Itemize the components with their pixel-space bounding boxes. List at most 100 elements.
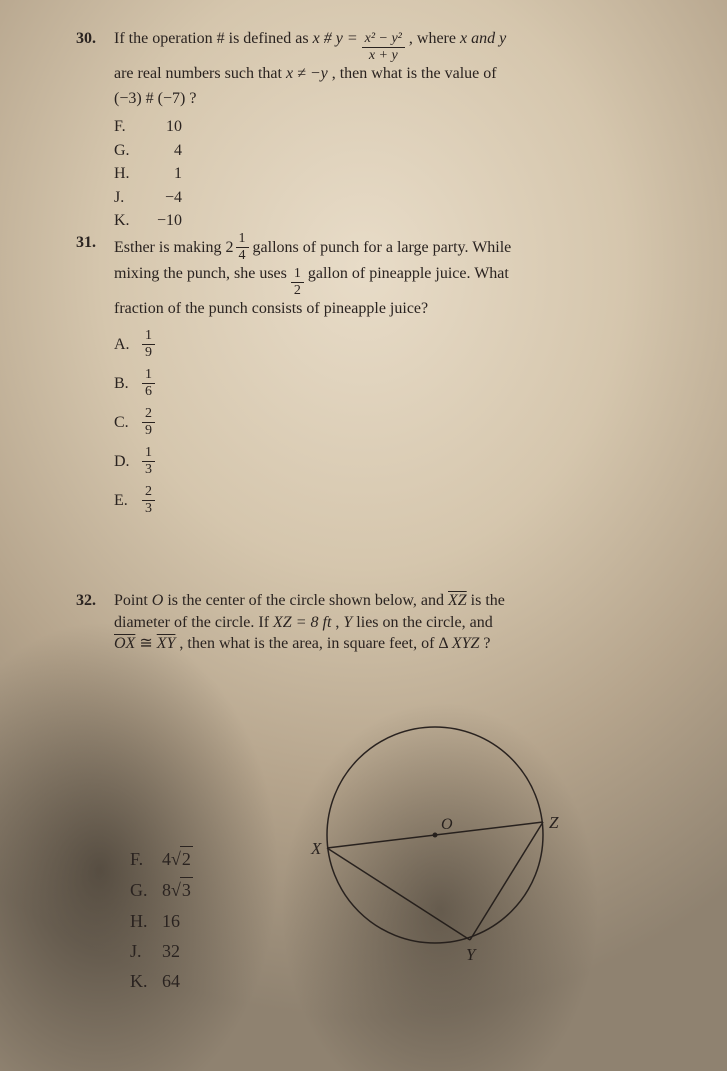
coefficient: 4 <box>162 847 171 871</box>
mixed-fraction: 1 4 <box>236 232 249 263</box>
answer-choice[interactable]: G.4 <box>114 140 506 162</box>
question-body: Esther is making 2 1 4 gallons of punch … <box>114 232 511 524</box>
stem-text: are real numbers such that <box>114 65 286 82</box>
frac-denominator: 2 <box>291 283 304 298</box>
question-body: Point O is the center of the circle show… <box>114 590 505 655</box>
vars: x and y <box>460 30 506 47</box>
answer-choice[interactable]: K.−10 <box>114 210 506 232</box>
question-30: 30. If the operation # is defined as x #… <box>76 28 506 234</box>
choice-letter: C. <box>114 412 142 434</box>
expr-lhs: x # y = <box>313 30 358 47</box>
stem-text: , where <box>409 30 460 47</box>
frac-denominator: 6 <box>142 384 155 399</box>
choice-letter: E. <box>114 490 142 512</box>
answer-choice[interactable]: B.16 <box>114 368 511 399</box>
choice-letter: J. <box>130 939 162 963</box>
frac-numerator: 1 <box>142 329 155 345</box>
choice-letter: H. <box>130 909 162 933</box>
answer-choice[interactable]: J.−4 <box>114 187 506 209</box>
question-number: 31. <box>76 232 110 254</box>
q32-choices-block: F.4√2G.8√3H.16J.32K.64 <box>130 840 193 999</box>
segment-XZ: XZ <box>448 592 467 609</box>
choice-value: 64 <box>162 969 180 993</box>
stem-text: is the center of the circle shown below,… <box>167 592 448 609</box>
choice-value: 4 <box>142 140 182 162</box>
stem-text: gallons of punch for a large party. Whil… <box>253 239 512 256</box>
frac-numerator: 1 <box>291 267 304 283</box>
frac-numerator: 1 <box>142 368 155 384</box>
choice-letter: K. <box>130 969 162 993</box>
question-body: If the operation # is defined as x # y =… <box>114 28 506 234</box>
answer-choice[interactable]: F.10 <box>114 116 506 138</box>
answer-choice[interactable]: F.4√2 <box>130 846 193 871</box>
question-mark: ? <box>483 635 490 652</box>
answer-choices: A.19B.16C.29D.13E.23 <box>114 329 511 516</box>
frac-numerator: x² − y² <box>362 32 405 48</box>
stem-text: , then what is the area, in square feet,… <box>179 635 447 652</box>
radicand: 3 <box>180 877 193 902</box>
choice-letter: H. <box>114 163 142 185</box>
answer-choice[interactable]: G.8√3 <box>130 877 193 902</box>
mixed-number: 2 1 4 <box>226 232 249 263</box>
choice-letter: A. <box>114 334 142 356</box>
frac-numerator: 2 <box>142 407 155 423</box>
answer-choice[interactable]: C.29 <box>114 407 511 438</box>
stem-text: fraction of the punch consists of pineap… <box>114 300 428 317</box>
frac-denominator: 9 <box>142 423 155 438</box>
mixed-whole: 2 <box>226 237 234 259</box>
label-Z: Z <box>549 813 559 832</box>
question-number: 32. <box>76 590 110 612</box>
answer-choice[interactable]: D.13 <box>114 446 511 477</box>
label-Y: Y <box>466 945 477 964</box>
answer-choice[interactable]: K.64 <box>130 969 193 993</box>
question-31: 31. Esther is making 2 1 4 gallons of pu… <box>76 232 511 524</box>
choice-letter: G. <box>114 140 142 162</box>
choice-letter: F. <box>114 116 142 138</box>
segment-XY <box>327 848 470 940</box>
diagram-svg: XZYO <box>310 720 570 980</box>
segment-OX: OX <box>114 635 135 652</box>
choice-fraction: 13 <box>142 446 155 477</box>
stem-text: lies on the circle, and <box>356 614 492 631</box>
frac-denominator: x + y <box>362 48 405 63</box>
stem-text: Point <box>114 592 152 609</box>
triangle-name: XYZ <box>452 635 480 652</box>
answer-choices: F.4√2G.8√3H.16J.32K.64 <box>130 846 193 993</box>
coefficient: 8 <box>162 878 171 902</box>
equation: XZ = 8 ft <box>273 614 331 631</box>
label-X: X <box>310 839 322 858</box>
answer-choice[interactable]: A.19 <box>114 329 511 360</box>
frac-denominator: 9 <box>142 345 155 360</box>
frac-numerator: 1 <box>142 446 155 462</box>
answer-choice[interactable]: E.23 <box>114 485 511 516</box>
center-point <box>433 833 438 838</box>
frac-denominator: 3 <box>142 462 155 477</box>
frac-numerator: 1 <box>236 232 249 248</box>
choice-letter: D. <box>114 451 142 473</box>
point-O: O <box>152 592 164 609</box>
answer-choice[interactable]: H.16 <box>130 909 193 933</box>
condition: x ≠ −y <box>286 65 328 82</box>
question-number: 30. <box>76 28 110 50</box>
point-Y: Y <box>343 614 352 631</box>
choice-value: −10 <box>142 210 182 232</box>
frac-numerator: 2 <box>142 485 155 501</box>
choice-value: −4 <box>142 187 182 209</box>
segment-XY: XY <box>157 635 176 652</box>
choice-value: 10 <box>142 116 182 138</box>
defining-fraction: x² − y² x + y <box>362 32 405 63</box>
radicand: 2 <box>180 846 193 871</box>
choice-value: 16 <box>162 909 180 933</box>
choice-value: 32 <box>162 939 180 963</box>
choice-letter: B. <box>114 373 142 395</box>
stem-text: is the <box>471 592 505 609</box>
answer-choice[interactable]: J.32 <box>130 939 193 963</box>
choice-fraction: 19 <box>142 329 155 360</box>
stem-text: mixing the punch, she uses <box>114 265 291 282</box>
congruent-symbol: ≅ <box>139 635 156 652</box>
answer-choice[interactable]: H.1 <box>114 163 506 185</box>
question-32: 32. Point O is the center of the circle … <box>76 590 505 655</box>
choice-letter: K. <box>114 210 142 232</box>
choice-letter: G. <box>130 878 162 902</box>
choice-fraction: 29 <box>142 407 155 438</box>
